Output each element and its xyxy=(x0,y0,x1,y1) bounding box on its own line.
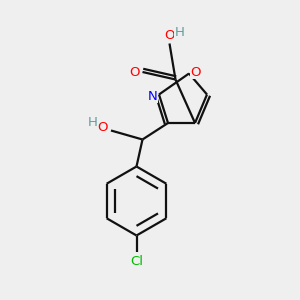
Text: O: O xyxy=(190,65,201,79)
Text: Cl: Cl xyxy=(130,255,143,268)
Text: N: N xyxy=(148,89,157,103)
Text: O: O xyxy=(129,65,139,79)
Text: H: H xyxy=(88,116,97,129)
Text: O: O xyxy=(164,28,175,42)
Text: H: H xyxy=(175,26,185,39)
Text: O: O xyxy=(97,121,108,134)
